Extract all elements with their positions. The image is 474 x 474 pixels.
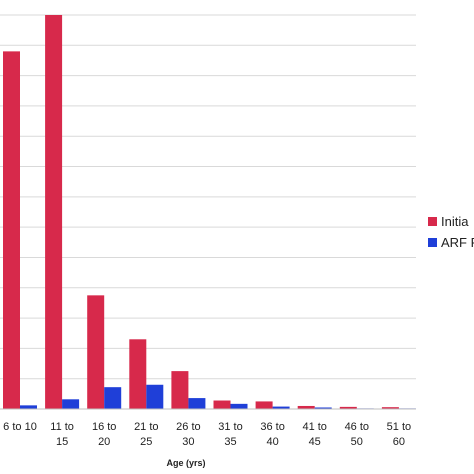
x-tick-label: 40 xyxy=(266,436,278,448)
x-tick-label: 31 to xyxy=(218,421,242,433)
bar-initia-1 xyxy=(45,15,63,409)
bar-initia-4 xyxy=(171,371,189,409)
bar-arf-1 xyxy=(62,399,80,409)
bar-initia-8 xyxy=(339,406,357,409)
x-axis-title: Age (yrs) xyxy=(166,458,205,468)
bar-arf-6 xyxy=(272,406,290,409)
x-tick-label: 25 xyxy=(140,436,152,448)
bar-arf-0 xyxy=(20,405,37,409)
bar-arf-2 xyxy=(104,387,122,409)
x-tick-label: 60 xyxy=(393,436,405,448)
x-tick-label: 26 to xyxy=(176,421,200,433)
bar-initia-6 xyxy=(255,401,273,409)
x-tick-label: 30 xyxy=(182,436,194,448)
bars xyxy=(3,15,416,410)
x-tick-label: 6 to 10 xyxy=(3,421,37,433)
x-tick-label: 35 xyxy=(224,436,236,448)
legend-swatch xyxy=(428,238,437,247)
bar-initia-5 xyxy=(213,400,231,409)
x-tick-label: 21 to xyxy=(134,421,158,433)
bar-initia-3 xyxy=(129,339,147,409)
bar-initia-7 xyxy=(297,405,315,409)
x-tick-label: 46 to xyxy=(345,421,369,433)
x-tick-label: 50 xyxy=(351,436,363,448)
bar-arf-5 xyxy=(230,403,248,409)
bar-arf-7 xyxy=(314,407,332,409)
bar-arf-3 xyxy=(146,384,164,409)
legend: Initia ARF F xyxy=(428,214,474,250)
bar-initia-9 xyxy=(381,407,399,409)
x-tick-label: 20 xyxy=(98,436,110,448)
x-tick-label: 51 to xyxy=(387,421,411,433)
gridlines xyxy=(0,14,416,380)
legend-swatch xyxy=(428,217,437,226)
legend-label: Initia xyxy=(441,214,469,229)
x-tick-label: 41 to xyxy=(302,421,326,433)
x-tick-label: 11 to xyxy=(50,421,74,433)
x-tick-label: 15 xyxy=(56,436,68,448)
x-tick-label: 16 to xyxy=(92,421,116,433)
x-tick-label: 36 to xyxy=(260,421,284,433)
x-tick-labels: 6 to 10 11 to 15 16 to 20 21 to 25 26 to 30 31 to… xyxy=(3,421,411,448)
bar-initia-0 xyxy=(3,51,20,409)
bar-initia-2 xyxy=(87,295,105,409)
x-tick-label: 45 xyxy=(309,436,321,448)
bar-arf-4 xyxy=(188,398,206,409)
legend-label: ARF F xyxy=(441,235,474,250)
